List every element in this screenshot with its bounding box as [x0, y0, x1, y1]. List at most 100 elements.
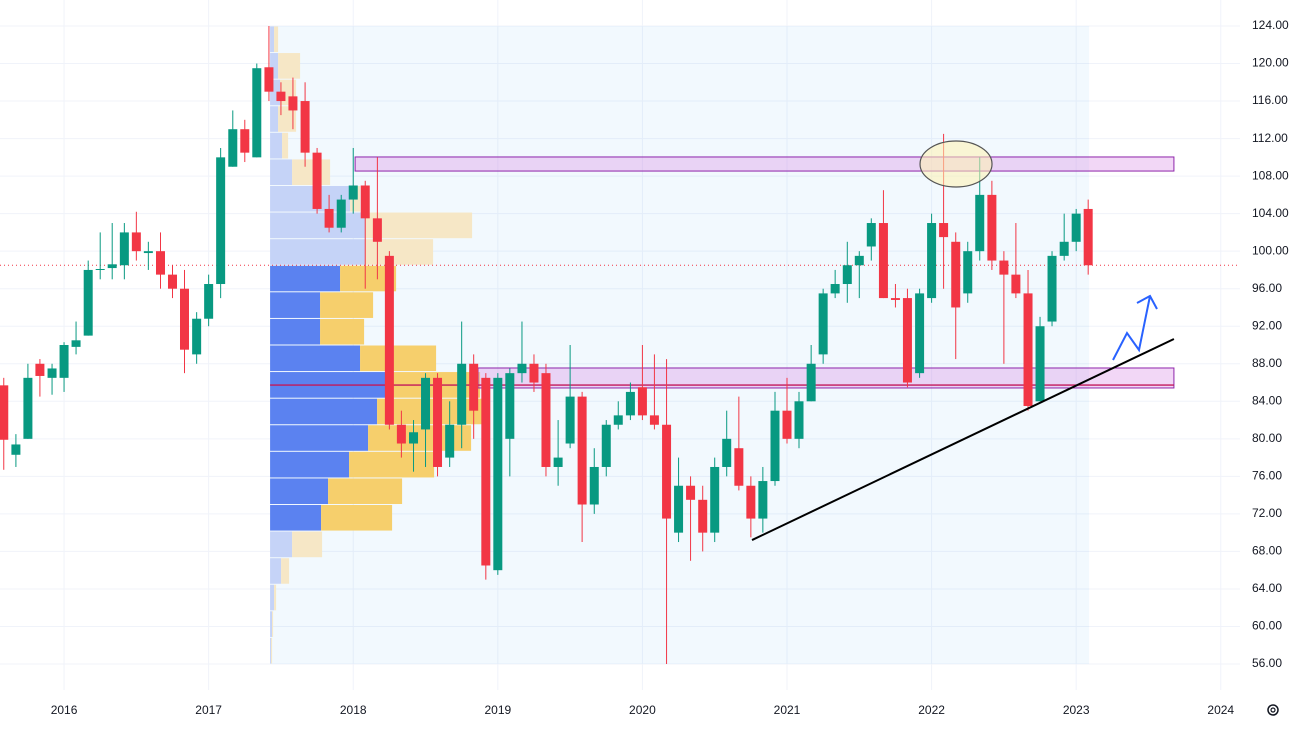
- candle-body: [866, 223, 876, 247]
- profile-buy: [270, 79, 281, 106]
- x-tick-label: 2019: [484, 703, 511, 717]
- profile-buy: [270, 53, 279, 79]
- profile-range: [270, 25, 1090, 665]
- candle-body: [179, 288, 189, 350]
- candle-body: [372, 218, 382, 242]
- candle-body: [360, 185, 370, 219]
- highlight-ellipse: [919, 140, 993, 188]
- candle-body: [384, 255, 394, 425]
- profile-buy: [270, 345, 361, 372]
- y-tick-label: 112.00: [1252, 131, 1288, 145]
- candle-body: [445, 424, 455, 458]
- candle-body: [770, 410, 780, 482]
- candle-body: [1047, 255, 1057, 322]
- profile-sell: [274, 584, 277, 611]
- y-tick-label: 96.00: [1252, 281, 1282, 295]
- candle-body: [348, 185, 358, 200]
- candle-body: [119, 232, 129, 266]
- candle-body: [902, 298, 912, 383]
- projection-arrow: [1112, 295, 1151, 361]
- settings-icon[interactable]: [1267, 704, 1279, 716]
- y-tick-label: 76.00: [1252, 469, 1282, 483]
- candle-body: [589, 466, 599, 505]
- profile-sell: [320, 318, 365, 345]
- candle-body: [939, 223, 949, 238]
- candle-body: [192, 318, 202, 355]
- candle-body: [975, 194, 985, 252]
- candle-body: [167, 274, 177, 289]
- candle-body: [1083, 208, 1093, 266]
- x-tick-label: 2020: [629, 703, 656, 717]
- y-tick-label: 92.00: [1252, 318, 1282, 332]
- y-tick-label: 124.00: [1252, 18, 1289, 32]
- profile-sell: [365, 239, 434, 265]
- candle-body: [155, 251, 165, 275]
- profile-sell: [292, 531, 323, 558]
- arrow-head: [1136, 294, 1158, 310]
- candle-body: [613, 415, 623, 425]
- candle-body: [529, 363, 539, 383]
- candle-body: [312, 152, 322, 209]
- profile-sell: [281, 558, 290, 584]
- candle-body: [396, 424, 406, 444]
- profile-sell: [274, 26, 279, 53]
- profile-sell: [271, 637, 273, 664]
- x-tick-label: 2022: [918, 703, 945, 717]
- candle-body: [541, 373, 551, 467]
- y-tick-label: 120.00: [1252, 56, 1289, 70]
- candle-body: [927, 223, 937, 299]
- candle-body: [457, 363, 467, 425]
- candle-body: [987, 194, 997, 261]
- candle-body: [228, 129, 238, 167]
- profile-sell: [282, 132, 289, 159]
- profile-buy: [270, 584, 275, 611]
- profile-buy: [270, 26, 275, 53]
- candle-body: [324, 208, 334, 228]
- x-tick-label: 2017: [195, 703, 222, 717]
- candle-body: [830, 284, 840, 294]
- y-tick-label: 108.00: [1252, 168, 1289, 182]
- candle-body: [758, 481, 768, 519]
- candle-body: [662, 424, 672, 519]
- candle-body: [264, 67, 274, 92]
- candle-body: [288, 96, 298, 111]
- candle-body: [999, 260, 1009, 275]
- candle-body: [625, 391, 635, 416]
- candle-body: [59, 345, 69, 378]
- candle-body: [517, 363, 527, 374]
- candle-body: [649, 415, 659, 425]
- profile-buy: [270, 425, 369, 451]
- candle-body: [71, 340, 81, 347]
- y-tick-label: 64.00: [1252, 581, 1282, 595]
- candle-body: [1023, 293, 1033, 406]
- candle-body: [11, 444, 21, 455]
- candle-body: [300, 101, 310, 153]
- candle-body: [216, 157, 226, 285]
- y-tick-label: 84.00: [1252, 393, 1282, 407]
- candle-body: [722, 438, 732, 467]
- candle-body: [637, 387, 647, 416]
- candle-body: [915, 293, 925, 374]
- profile-sell: [292, 159, 331, 185]
- profile-buy: [270, 398, 378, 425]
- candle-body: [951, 241, 961, 308]
- candle-body: [23, 377, 33, 439]
- candle-body: [83, 269, 93, 336]
- candle-body: [0, 385, 9, 440]
- candle-body: [481, 377, 491, 566]
- price-zone: [354, 156, 1175, 172]
- candle-body: [204, 284, 214, 319]
- profile-sell: [321, 505, 393, 531]
- profile-buy: [270, 106, 279, 132]
- profile-buy: [270, 239, 366, 265]
- x-tick-label: 2023: [1063, 703, 1090, 717]
- profile-buy: [270, 159, 293, 185]
- profile-buy: [270, 478, 329, 505]
- profile-buy: [270, 637, 272, 664]
- profile-buy: [270, 212, 366, 239]
- candle-body: [493, 377, 503, 571]
- profile-sell: [360, 345, 437, 372]
- y-tick-label: 88.00: [1252, 356, 1282, 370]
